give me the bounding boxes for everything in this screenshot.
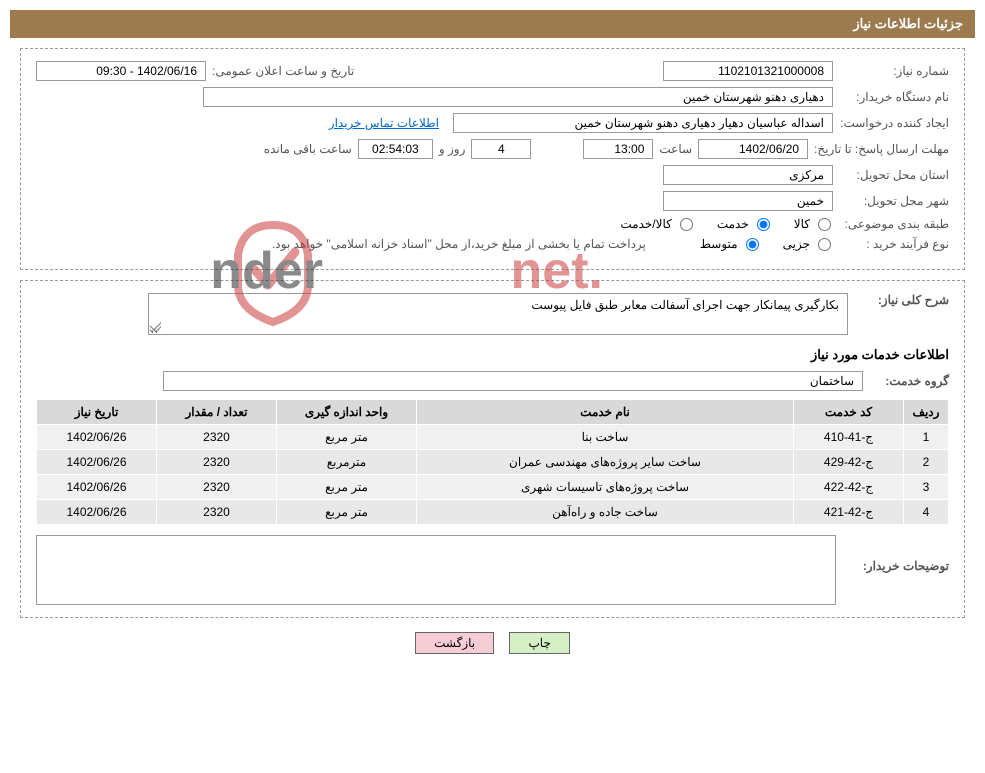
province-value: مرکزی (663, 165, 833, 185)
group-value: ساختمان (163, 371, 863, 391)
buyer-notes-label: توضیحات خریدار: (844, 535, 949, 573)
announce-label: تاریخ و ساعت اعلان عمومی: (212, 64, 354, 78)
services-title: اطلاعات خدمات مورد نیاز (36, 347, 949, 363)
category-label: طبقه بندی موضوعی: (839, 217, 949, 231)
deadline-time: 13:00 (583, 139, 653, 159)
cell-unit: متر مربع (277, 500, 417, 525)
buyer-org-label: نام دستگاه خریدار: (839, 90, 949, 104)
page-title: جزئیات اطلاعات نیاز (853, 16, 963, 31)
cell-unit: متر مربع (277, 425, 417, 450)
th-code: کد خدمت (794, 400, 904, 425)
buyer-org-value: دهیاری دهنو شهرستان خمین (203, 87, 833, 107)
cell-n: 2 (904, 450, 949, 475)
cell-qty: 2320 (157, 450, 277, 475)
details-panel: شرح کلی نیاز: بکارگیری پیمانکار جهت اجرا… (20, 280, 965, 618)
countdown-value: 02:54:03 (358, 139, 433, 159)
group-label: گروه خدمت: (869, 374, 949, 388)
radio-service-label: خدمت (717, 217, 749, 231)
back-button[interactable]: بازگشت (415, 632, 494, 654)
deadline-label: مهلت ارسال پاسخ: تا تاریخ: (814, 142, 949, 156)
info-panel: شماره نیاز: 1102101321000008 تاریخ و ساع… (20, 48, 965, 270)
radio-goods[interactable] (818, 218, 831, 231)
radio-goods-label: کالا (794, 217, 810, 231)
deadline-date: 1402/06/20 (698, 139, 808, 159)
province-label: استان محل تحویل: (839, 168, 949, 182)
table-row: 4 ج-42-421 ساخت جاده و راه‌آهن متر مربع … (37, 500, 949, 525)
time-label: ساعت (659, 142, 692, 156)
cell-code: ج-42-421 (794, 500, 904, 525)
cell-code: ج-42-429 (794, 450, 904, 475)
city-value: خمین (663, 191, 833, 211)
cell-date: 1402/06/26 (37, 425, 157, 450)
cell-code: ج-41-410 (794, 425, 904, 450)
requester-label: ایجاد کننده درخواست: (839, 116, 949, 130)
table-row: 1 ج-41-410 ساخت بنا متر مربع 2320 1402/0… (37, 425, 949, 450)
print-button[interactable]: چاپ (509, 632, 569, 654)
category-radios: کالا خدمت کالا/خدمت (602, 217, 833, 231)
buyer-contact-link[interactable]: اطلاعات تماس خریدار (329, 116, 439, 130)
overall-label: شرح کلی نیاز: (854, 293, 949, 307)
overall-text[interactable]: بکارگیری پیمانکار جهت اجرای آسفالت معابر… (148, 293, 848, 335)
process-radios: جزیی متوسط (682, 237, 833, 251)
process-label: نوع فرآیند خرید : (839, 237, 949, 251)
button-row: چاپ بازگشت (0, 632, 985, 654)
cell-n: 3 (904, 475, 949, 500)
need-no-label: شماره نیاز: (839, 64, 949, 78)
th-row: ردیف (904, 400, 949, 425)
radio-service[interactable] (757, 218, 770, 231)
days-and: روز و (439, 142, 466, 156)
cell-date: 1402/06/26 (37, 475, 157, 500)
cell-n: 1 (904, 425, 949, 450)
cell-code: ج-42-422 (794, 475, 904, 500)
remaining-label: ساعت باقی مانده (264, 142, 352, 156)
requester-value: اسداله عباسیان دهیار دهیاری دهنو شهرستان… (453, 113, 833, 133)
radio-medium[interactable] (746, 238, 759, 251)
th-unit: واحد اندازه گیری (277, 400, 417, 425)
cell-name: ساخت سایر پروژه‌های مهندسی عمران (417, 450, 794, 475)
payment-note: پرداخت تمام یا بخشی از مبلغ خرید،از محل … (272, 237, 646, 251)
cell-name: ساخت جاده و راه‌آهن (417, 500, 794, 525)
cell-qty: 2320 (157, 475, 277, 500)
table-row: 2 ج-42-429 ساخت سایر پروژه‌های مهندسی عم… (37, 450, 949, 475)
cell-qty: 2320 (157, 500, 277, 525)
th-date: تاریخ نیاز (37, 400, 157, 425)
cell-name: ساخت پروژه‌های تاسیسات شهری (417, 475, 794, 500)
cell-date: 1402/06/26 (37, 500, 157, 525)
buyer-notes-box[interactable] (36, 535, 836, 605)
radio-minor[interactable] (818, 238, 831, 251)
city-label: شهر محل تحویل: (839, 194, 949, 208)
cell-date: 1402/06/26 (37, 450, 157, 475)
need-no-value: 1102101321000008 (663, 61, 833, 81)
cell-unit: متر مربع (277, 475, 417, 500)
table-row: 3 ج-42-422 ساخت پروژه‌های تاسیسات شهری م… (37, 475, 949, 500)
services-table: ردیف کد خدمت نام خدمت واحد اندازه گیری ت… (36, 399, 949, 525)
cell-n: 4 (904, 500, 949, 525)
page-header: جزئیات اطلاعات نیاز (10, 10, 975, 38)
days-value: 4 (471, 139, 531, 159)
th-name: نام خدمت (417, 400, 794, 425)
radio-minor-label: جزیی (783, 237, 810, 251)
radio-mixed-label: کالا/خدمت (620, 217, 671, 231)
cell-name: ساخت بنا (417, 425, 794, 450)
announce-value: 1402/06/16 - 09:30 (36, 61, 206, 81)
radio-medium-label: متوسط (700, 237, 738, 251)
cell-unit: مترمربع (277, 450, 417, 475)
radio-mixed[interactable] (680, 218, 693, 231)
cell-qty: 2320 (157, 425, 277, 450)
th-qty: تعداد / مقدار (157, 400, 277, 425)
